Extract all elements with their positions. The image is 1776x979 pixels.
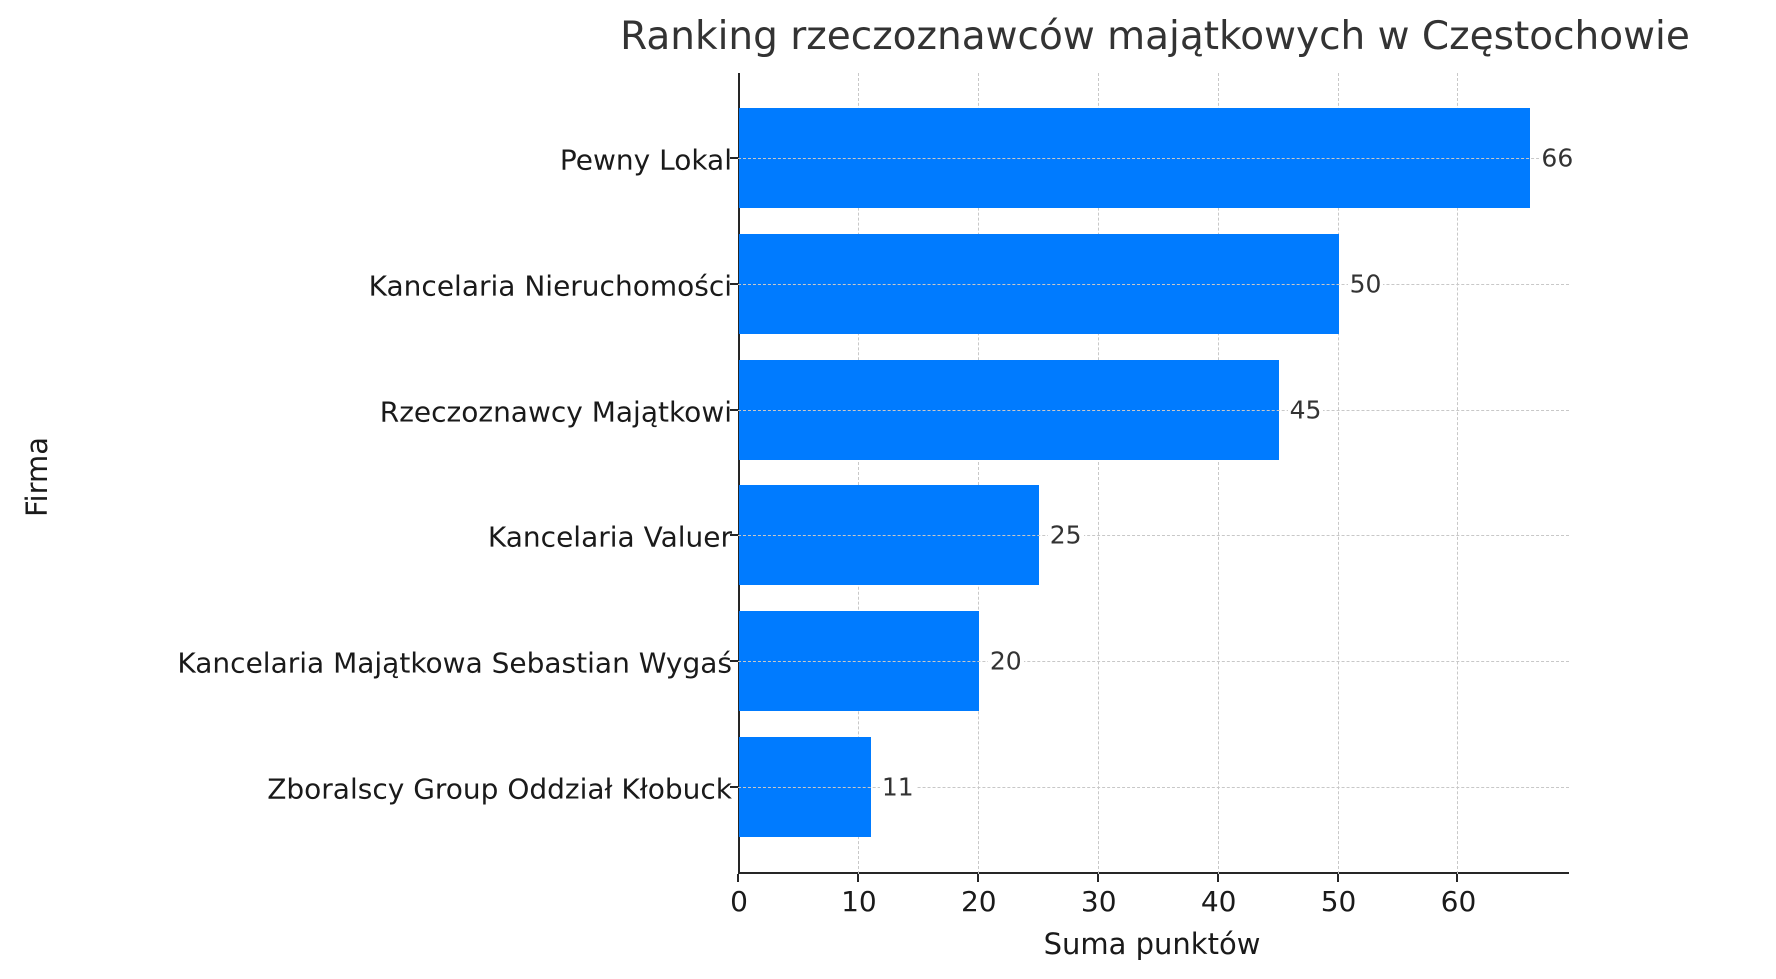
x-tick-label: 40: [1200, 885, 1237, 918]
x-tick: [1336, 874, 1339, 882]
x-gridline: [1337, 73, 1339, 874]
y-gridline: [738, 284, 1569, 285]
x-axis-title: Suma punktów: [1043, 927, 1261, 961]
bar-value-label: 25: [1047, 520, 1084, 550]
x-tick: [1216, 874, 1219, 882]
y-tick-label: Zboralscy Group Oddział Kłobuck: [267, 772, 732, 806]
y-gridline: [738, 661, 1569, 662]
y-tick: [730, 157, 738, 159]
y-tick: [730, 786, 738, 788]
x-axis-line: [738, 872, 1569, 874]
y-tick-label: Kancelaria Nieruchomości: [368, 269, 732, 303]
y-tick-label: Kancelaria Valuer: [487, 520, 732, 554]
y-tick: [730, 409, 738, 411]
x-tick-label: 30: [1080, 885, 1117, 918]
bar-value-label: 66: [1539, 143, 1576, 173]
y-gridline: [738, 158, 1569, 159]
y-tick-label: Rzeczoznawcy Majątkowi: [379, 395, 732, 429]
x-tick-label: 0: [730, 885, 748, 918]
x-tick-label: 10: [841, 885, 877, 918]
x-tick-label: 20: [960, 885, 997, 918]
x-gridline: [977, 73, 979, 874]
y-tick-label: Kancelaria Majątkowa Sebastian Wygaś: [177, 646, 732, 680]
y-tick: [730, 534, 738, 536]
x-tick: [856, 874, 859, 882]
x-gridline: [1457, 73, 1459, 874]
x-gridline: [1097, 73, 1099, 874]
y-gridline: [738, 410, 1569, 411]
bar-value-label: 11: [879, 772, 916, 802]
y-tick-label: Pewny Lokal: [559, 143, 732, 177]
x-tick: [1096, 874, 1099, 882]
y-axis-line: [738, 73, 740, 874]
y-gridline: [738, 787, 1569, 788]
bar-value-label: 20: [987, 646, 1024, 676]
bar-value-label: 50: [1347, 269, 1384, 299]
x-tick-label: 60: [1440, 885, 1477, 918]
x-tick: [737, 874, 739, 882]
chart-title: Ranking rzeczoznawców majątkowych w Częs…: [620, 14, 1690, 59]
y-tick: [730, 283, 738, 285]
y-gridline: [738, 535, 1569, 536]
x-gridline: [1217, 73, 1219, 874]
x-gridline: [857, 73, 859, 874]
x-tick: [976, 874, 979, 882]
y-axis-title: Firma: [20, 436, 54, 518]
plot-area: 0 10 20 30 40 50 60 66 50 45 25 20 11: [730, 73, 1576, 918]
x-tick-label: 50: [1320, 885, 1357, 918]
bar-value-label: 45: [1287, 395, 1324, 425]
x-tick: [1456, 874, 1459, 882]
y-tick: [730, 660, 738, 662]
